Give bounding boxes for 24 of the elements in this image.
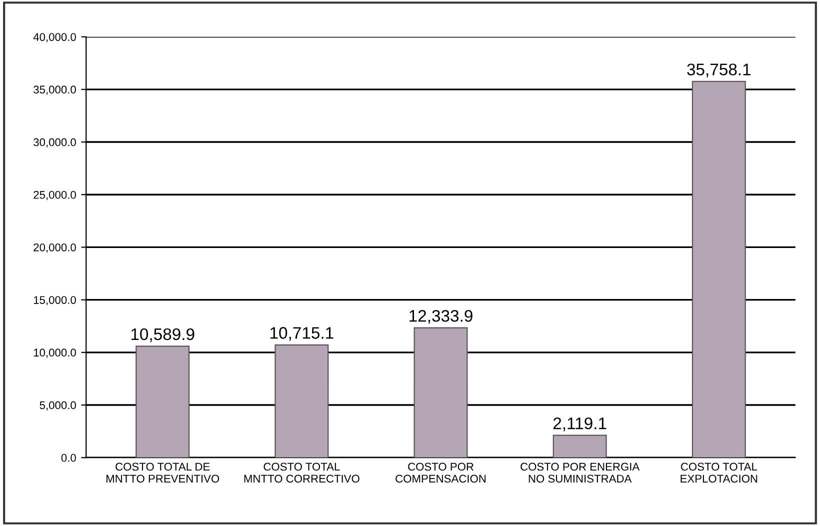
data-label: 12,333.9: [410, 310, 472, 324]
x-tick-label: COSTO POR COMPENSACION: [396, 462, 486, 483]
y-tick-label: 5,000.0: [40, 401, 76, 410]
x-tick-label: COSTO TOTAL EXPLOTACION: [680, 462, 758, 483]
data-label: 35,758.1: [687, 64, 751, 78]
y-tick-label: 35,000.0: [34, 86, 76, 95]
bar: [552, 434, 607, 458]
bar: [692, 80, 746, 458]
y-tick-label: 30,000.0: [34, 138, 76, 148]
x-tick-label: COSTO TOTAL MNTTO CORRECTIVO: [244, 462, 360, 483]
x-tick-label: COSTO POR ENERGIA NO SUMINISTRADA: [520, 462, 640, 483]
y-tick-label: 40,000.0: [33, 33, 76, 42]
data-label: 10,715.1: [270, 327, 334, 341]
data-label: 10,589.9: [131, 328, 194, 342]
bar: [414, 327, 468, 458]
bar: [136, 346, 190, 458]
y-tick-label: 20,000.0: [34, 243, 76, 253]
x-tick-label: COSTO TOTAL DE MNTTO PREVENTIVO: [106, 462, 220, 483]
bar: [274, 344, 329, 458]
y-tick-label: 15,000.0: [34, 296, 76, 306]
y-tick-label: 10,000.0: [34, 348, 76, 358]
data-label: 2,119.1: [553, 417, 606, 432]
y-tick-label: 0.0: [61, 454, 76, 462]
y-tick-label: 25,000.0: [34, 190, 76, 200]
